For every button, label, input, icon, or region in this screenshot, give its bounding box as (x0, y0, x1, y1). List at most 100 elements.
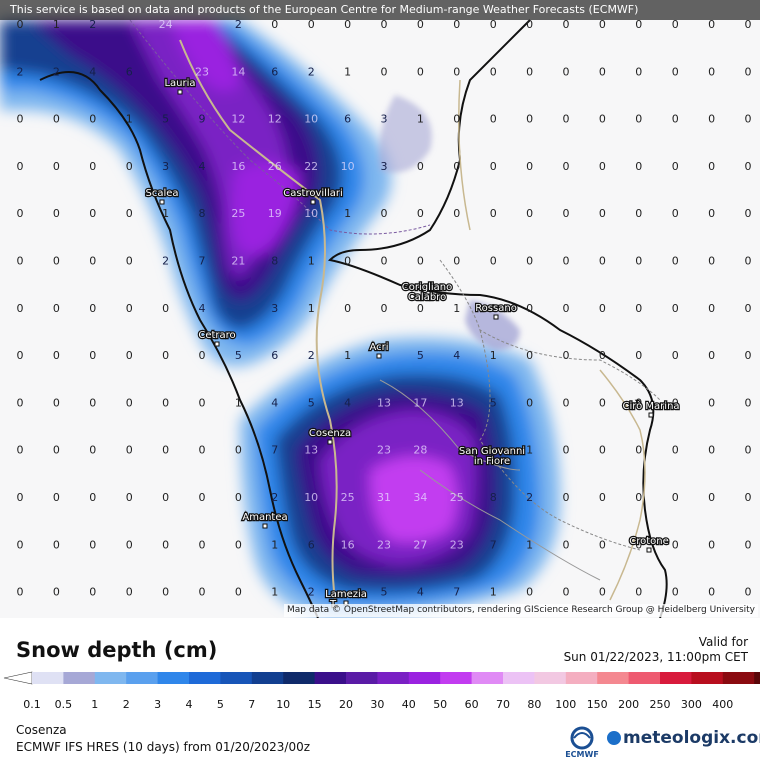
grid-value: 0 (453, 255, 460, 268)
map-attribution[interactable]: Map data © OpenStreetMap contributors, r… (284, 604, 758, 617)
meteologix-logo[interactable]: meteologix.com (607, 728, 760, 748)
grid-value: 0 (17, 18, 24, 31)
grid-value: 0 (490, 65, 497, 78)
grid-value: 0 (563, 160, 570, 173)
grid-value: 0 (417, 160, 424, 173)
grid-value: 0 (53, 302, 60, 315)
grid-value: 0 (526, 113, 533, 126)
grid-value: 0 (381, 255, 388, 268)
city-in-fiore[interactable]: in Fiore (473, 455, 512, 469)
grid-value: 0 (708, 586, 715, 599)
city-cir-marina[interactable]: Cirò Marina (621, 399, 681, 418)
city-cosenza[interactable]: Cosenza (308, 427, 352, 445)
grid-value: 0 (199, 396, 206, 409)
grid-value: 2 (526, 491, 533, 504)
grid-value: 0 (162, 538, 169, 551)
grid-value: 0 (635, 396, 642, 409)
grid-value: 0 (745, 255, 752, 268)
grid-value: 0 (89, 255, 96, 268)
grid-value: 0 (563, 207, 570, 220)
grid-value: 28 (413, 444, 427, 457)
city-scalea[interactable]: Scalea (144, 187, 180, 205)
grid-value: 0 (199, 349, 206, 362)
city-calabro[interactable]: Calabro (407, 291, 448, 305)
scale-label: 300 (680, 698, 702, 711)
grid-value: 0 (745, 396, 752, 409)
scale-label: 80 (527, 698, 542, 711)
scale-swatch (534, 672, 567, 684)
scale-swatch (157, 672, 190, 684)
city-rossano[interactable]: Rossano (474, 302, 518, 320)
city-castrovillari[interactable]: Castrovillari (282, 187, 344, 205)
grid-value: 8 (490, 491, 497, 504)
valid-label: Valid for (698, 635, 748, 649)
scale-swatch (440, 672, 473, 684)
grid-value: 7 (453, 586, 460, 599)
grid-value: 0 (708, 491, 715, 504)
valid-time: Sun 01/22/2023, 11:00pm CET (563, 650, 748, 664)
grid-value: 0 (672, 538, 679, 551)
snow-depth-map[interactable]: 0 1 2 24 2 0 0 0 0 0 0 0 0 0 0 0 0 0 0 2 2 4 6 23 14 6 2 1 0 0 0 0 0 0 0 0 0… (0, 0, 760, 618)
city-marker-icon (310, 199, 316, 205)
grid-value: 2 (308, 586, 315, 599)
grid-value: 0 (126, 207, 133, 220)
grid-value: 0 (344, 18, 351, 31)
scale-label: 2 (122, 698, 130, 711)
grid-value: 1 (53, 18, 60, 31)
grid-value: 1 (344, 349, 351, 362)
scale-swatch (251, 672, 284, 684)
grid-value: 1 (453, 302, 460, 315)
grid-value: 0 (17, 349, 24, 362)
grid-value: 0 (635, 18, 642, 31)
grid-value: 0 (126, 491, 133, 504)
grid-value: 24 (159, 18, 173, 31)
grid-value: 14 (231, 65, 245, 78)
city-amantea[interactable]: Amantea (241, 511, 289, 529)
grid-value: 0 (708, 160, 715, 173)
scale-swatch (628, 672, 661, 684)
grid-value: 0 (745, 349, 752, 362)
grid-value: 0 (89, 160, 96, 173)
grid-value: 0 (635, 207, 642, 220)
grid-value: 5 (490, 396, 497, 409)
city-san-giovanni[interactable]: San Giovanni (458, 445, 526, 463)
grid-value: 3 (381, 160, 388, 173)
grid-value: 0 (417, 255, 424, 268)
grid-value: 7 (271, 444, 278, 457)
ecmwf-logo-icon (570, 726, 594, 750)
grid-value: 16 (341, 538, 355, 551)
grid-value: 6 (344, 113, 351, 126)
grid-value: 0 (672, 302, 679, 315)
grid-value: 0 (417, 302, 424, 315)
grid-value: 0 (599, 113, 606, 126)
city-cetraro[interactable]: Cetraro (197, 329, 237, 347)
grid-value: 0 (526, 160, 533, 173)
grid-value: 4 (89, 65, 96, 78)
ecmwf-logo-text: ECMWF (565, 750, 599, 759)
grid-value: 0 (490, 302, 497, 315)
grid-value: 5 (308, 396, 315, 409)
grid-value: 0 (745, 586, 752, 599)
grid-value: 0 (563, 444, 570, 457)
scale-swatch (471, 672, 504, 684)
city-acri[interactable]: Acri (368, 341, 390, 359)
grid-value: 4 (417, 586, 424, 599)
grid-value: 4 (271, 396, 278, 409)
scale-swatch (220, 672, 253, 684)
grid-value: 0 (526, 302, 533, 315)
city-crotone[interactable]: Crotone (628, 535, 670, 553)
grid-value: 0 (89, 538, 96, 551)
city-corigliano[interactable]: Corigliano (401, 281, 453, 299)
grid-value: 0 (308, 18, 315, 31)
grid-value: 0 (199, 491, 206, 504)
grid-value: 0 (417, 65, 424, 78)
ecmwf-logo[interactable]: ECMWF (560, 726, 604, 759)
legend-panel: Snow depth (cm) Valid for Sun 01/22/2023… (0, 618, 760, 760)
grid-value: 0 (599, 18, 606, 31)
grid-value: 1 (526, 538, 533, 551)
coastline-tyrrhenian (39, 71, 319, 618)
grid-value: 0 (599, 207, 606, 220)
grid-value: 0 (199, 538, 206, 551)
grid-value: 0 (708, 65, 715, 78)
city-lauria[interactable]: Lauria (163, 77, 197, 95)
